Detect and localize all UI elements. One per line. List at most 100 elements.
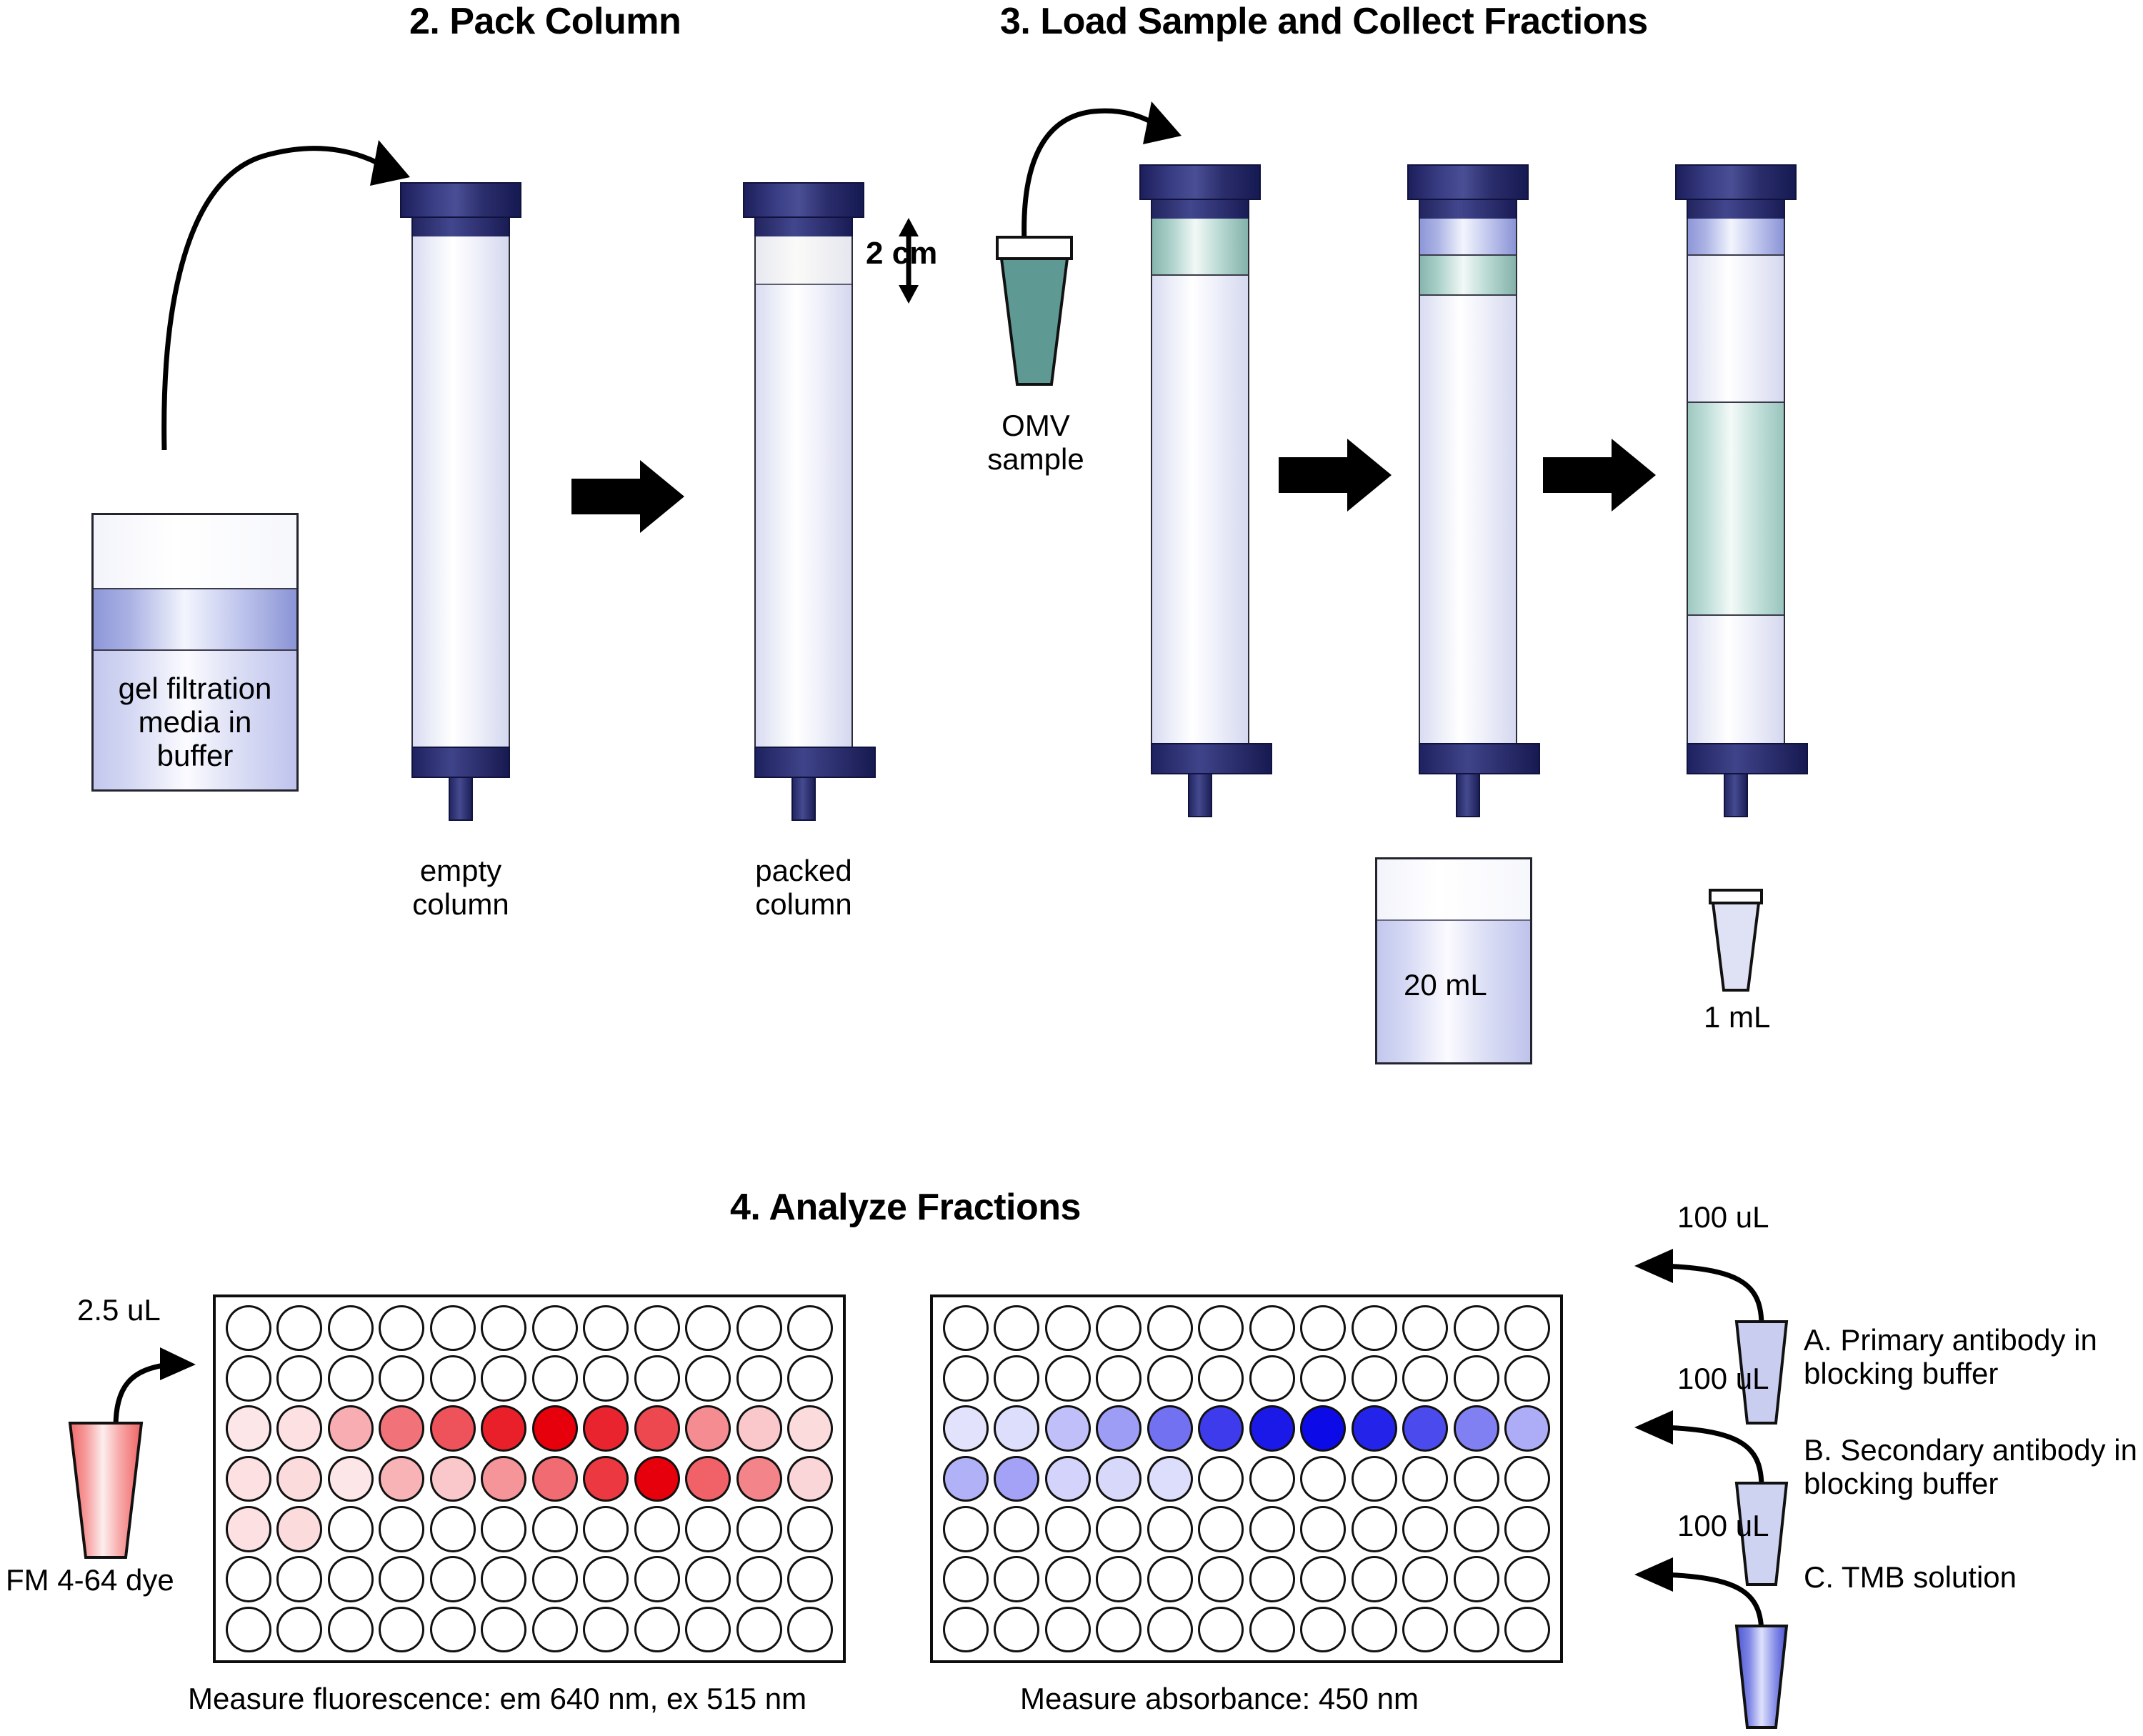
plate-well[interactable] xyxy=(1198,1405,1244,1452)
plate-well[interactable] xyxy=(429,1405,476,1452)
plate-well[interactable] xyxy=(1096,1405,1142,1452)
plate-well[interactable] xyxy=(583,1355,629,1402)
plate-well[interactable] xyxy=(481,1355,527,1402)
plate-well[interactable] xyxy=(736,1405,782,1452)
plate-well[interactable] xyxy=(736,1556,782,1602)
plate-well[interactable] xyxy=(685,1505,731,1552)
plate-well[interactable] xyxy=(1147,1606,1193,1653)
plate-well[interactable] xyxy=(1300,1305,1347,1352)
plate-well[interactable] xyxy=(1402,1455,1449,1502)
plate-well[interactable] xyxy=(583,1305,629,1352)
plate-well[interactable] xyxy=(736,1455,782,1502)
plate-well[interactable] xyxy=(327,1606,374,1653)
plate-well[interactable] xyxy=(1198,1606,1244,1653)
plate-well[interactable] xyxy=(994,1355,1040,1402)
plate-well[interactable] xyxy=(1453,1455,1499,1502)
plate-well[interactable] xyxy=(1147,1305,1193,1352)
plate-well[interactable] xyxy=(1096,1455,1142,1502)
plate-well[interactable] xyxy=(1249,1405,1295,1452)
plate-well[interactable] xyxy=(531,1355,578,1402)
plate-well[interactable] xyxy=(429,1305,476,1352)
plate-well[interactable] xyxy=(634,1305,680,1352)
plate-well[interactable] xyxy=(1504,1355,1551,1402)
plate-well[interactable] xyxy=(429,1606,476,1653)
plate-well[interactable] xyxy=(787,1505,834,1552)
plate-well[interactable] xyxy=(1044,1455,1091,1502)
plate-well[interactable] xyxy=(1300,1505,1347,1552)
plate-well[interactable] xyxy=(1453,1405,1499,1452)
plate-well[interactable] xyxy=(1044,1305,1091,1352)
plate-well[interactable] xyxy=(1249,1606,1295,1653)
plate-well[interactable] xyxy=(1504,1606,1551,1653)
plate-well[interactable] xyxy=(994,1405,1040,1452)
plate-well[interactable] xyxy=(327,1405,374,1452)
plate-well[interactable] xyxy=(1147,1556,1193,1602)
plate-well[interactable] xyxy=(1198,1305,1244,1352)
plate-well[interactable] xyxy=(1453,1355,1499,1402)
plate-well[interactable] xyxy=(276,1606,323,1653)
plate-well[interactable] xyxy=(994,1606,1040,1653)
plate-well[interactable] xyxy=(1504,1556,1551,1602)
plate-well[interactable] xyxy=(1300,1355,1347,1402)
plate-well[interactable] xyxy=(1351,1305,1397,1352)
plate-well[interactable] xyxy=(1096,1505,1142,1552)
plate-well[interactable] xyxy=(1300,1455,1347,1502)
plate-well[interactable] xyxy=(685,1305,731,1352)
plate-well[interactable] xyxy=(942,1305,989,1352)
plate-well[interactable] xyxy=(1453,1505,1499,1552)
plate-well[interactable] xyxy=(685,1455,731,1502)
plate-well[interactable] xyxy=(583,1556,629,1602)
plate-well[interactable] xyxy=(634,1606,680,1653)
plate-well[interactable] xyxy=(583,1455,629,1502)
plate-well[interactable] xyxy=(379,1355,425,1402)
plate-well[interactable] xyxy=(1402,1505,1449,1552)
plate-well[interactable] xyxy=(379,1455,425,1502)
plate-well[interactable] xyxy=(1249,1556,1295,1602)
plate-well[interactable] xyxy=(531,1405,578,1452)
plate-well[interactable] xyxy=(379,1556,425,1602)
plate-well[interactable] xyxy=(787,1556,834,1602)
plate-well[interactable] xyxy=(225,1556,271,1602)
plate-well[interactable] xyxy=(1453,1606,1499,1653)
plate-well[interactable] xyxy=(1300,1556,1347,1602)
plate-well[interactable] xyxy=(1096,1606,1142,1653)
plate-well[interactable] xyxy=(531,1305,578,1352)
plate-well[interactable] xyxy=(634,1455,680,1502)
plate-well[interactable] xyxy=(1147,1505,1193,1552)
plate-well[interactable] xyxy=(994,1305,1040,1352)
plate-well[interactable] xyxy=(225,1606,271,1653)
plate-well[interactable] xyxy=(1402,1305,1449,1352)
plate-well[interactable] xyxy=(634,1556,680,1602)
plate-well[interactable] xyxy=(736,1355,782,1402)
plate-well[interactable] xyxy=(1351,1556,1397,1602)
plate-well[interactable] xyxy=(942,1505,989,1552)
plate-well[interactable] xyxy=(1402,1556,1449,1602)
plate-well[interactable] xyxy=(429,1505,476,1552)
plate-well[interactable] xyxy=(787,1606,834,1653)
plate-well[interactable] xyxy=(1198,1455,1244,1502)
plate-well[interactable] xyxy=(634,1355,680,1402)
plate-well[interactable] xyxy=(736,1606,782,1653)
plate-well[interactable] xyxy=(327,1455,374,1502)
plate-well[interactable] xyxy=(481,1455,527,1502)
plate-well[interactable] xyxy=(1147,1355,1193,1402)
plate-well[interactable] xyxy=(1504,1305,1551,1352)
plate-well[interactable] xyxy=(1504,1405,1551,1452)
plate-well[interactable] xyxy=(327,1505,374,1552)
plate-well[interactable] xyxy=(1044,1556,1091,1602)
plate-well[interactable] xyxy=(1453,1305,1499,1352)
plate-well[interactable] xyxy=(1249,1455,1295,1502)
plate-well[interactable] xyxy=(327,1556,374,1602)
plate-well[interactable] xyxy=(379,1405,425,1452)
plate-well[interactable] xyxy=(225,1505,271,1552)
plate-well[interactable] xyxy=(736,1505,782,1552)
plate-well[interactable] xyxy=(787,1405,834,1452)
plate-well[interactable] xyxy=(1147,1455,1193,1502)
plate-well[interactable] xyxy=(531,1455,578,1502)
plate-well[interactable] xyxy=(1249,1505,1295,1552)
plate-well[interactable] xyxy=(685,1405,731,1452)
plate-well[interactable] xyxy=(1351,1355,1397,1402)
plate-well[interactable] xyxy=(276,1355,323,1402)
plate-well[interactable] xyxy=(685,1556,731,1602)
plate-well[interactable] xyxy=(1096,1355,1142,1402)
